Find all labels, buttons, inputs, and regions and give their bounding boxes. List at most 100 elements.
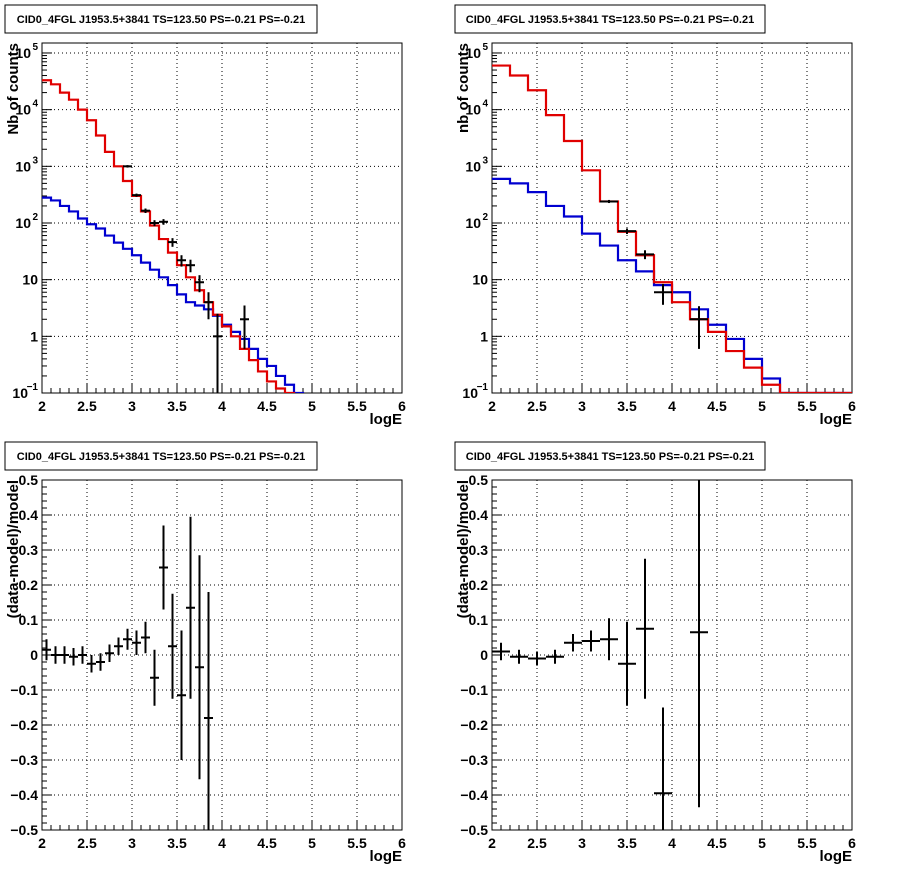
- y-tick-label: −0.3: [460, 752, 488, 768]
- y-tick-label: 0: [480, 647, 488, 663]
- data-point: [636, 558, 654, 699]
- data-point: [105, 644, 114, 662]
- chart-panel-1: CID0_4FGL J1953.5+3841 TS=123.50 PS=-0.2…: [4, 4, 406, 428]
- chart-title: CID0_4FGL J1953.5+3841 TS=123.50 PS=-0.2…: [17, 14, 305, 26]
- data-point: [87, 655, 96, 673]
- data-point: [195, 275, 204, 293]
- y-tick-label: −0.4: [460, 787, 488, 803]
- x-tick-label: 6: [398, 835, 406, 851]
- y-tick-label: 0: [30, 647, 38, 663]
- y-tick-label: −0.1: [460, 682, 488, 698]
- y-tick-label: 0.2: [19, 577, 39, 593]
- y-tick-label: −0.2: [10, 717, 38, 733]
- data-point: [546, 649, 564, 664]
- y-tick-label: 0.3: [469, 542, 489, 558]
- y-tick-exponent: 3: [482, 155, 488, 166]
- data-point: [141, 621, 150, 654]
- y-tick-exponent: 2: [482, 212, 488, 223]
- data-point: [204, 292, 213, 320]
- x-tick-label: 4: [218, 398, 226, 414]
- data-point: [582, 630, 600, 652]
- data-point: [636, 250, 654, 260]
- y-tick-label: 10: [22, 272, 38, 288]
- x-axis-label: logE: [820, 848, 853, 865]
- x-tick-label: 3.5: [167, 835, 187, 851]
- data-point: [123, 165, 132, 168]
- x-tick-label: 5.5: [797, 398, 817, 414]
- y-axis-label: (data-model)/model: [5, 480, 22, 618]
- data-point: [159, 219, 168, 225]
- y-tick-label: 10: [465, 215, 481, 231]
- plot-area: [492, 64, 852, 393]
- y-tick-exponent: 5: [32, 42, 38, 53]
- y-tick-exponent: 2: [32, 212, 38, 223]
- data-point: [600, 618, 618, 661]
- data-point: [51, 646, 60, 664]
- x-tick-label: 5.5: [347, 398, 367, 414]
- y-tick-label: 0.5: [19, 472, 39, 488]
- background-histogram: [42, 196, 305, 393]
- chart-title-box: [454, 441, 766, 471]
- chart-title-box: [4, 4, 318, 34]
- data-point: [96, 653, 105, 671]
- x-tick-label: 6: [398, 398, 406, 414]
- data-point: [168, 238, 177, 247]
- y-tick-label: 10: [465, 158, 481, 174]
- y-tick-exponent: 4: [32, 99, 38, 110]
- y-tick-label: 10: [15, 215, 31, 231]
- x-tick-label: 2.5: [77, 835, 97, 851]
- y-axis-label: (data-model)/model: [455, 480, 472, 618]
- x-tick-label: 5: [758, 398, 766, 414]
- y-tick-label: 0.3: [19, 542, 39, 558]
- x-tick-label: 6: [848, 398, 856, 414]
- data-point: [123, 628, 132, 650]
- y-tick-label: −0.5: [460, 822, 488, 838]
- x-axis-label: logE: [370, 411, 403, 428]
- x-tick-label: 3: [128, 835, 136, 851]
- y-tick-label: 10: [15, 45, 31, 61]
- y-tick-label: 0.2: [469, 577, 489, 593]
- data-point: [186, 516, 195, 699]
- data-point: [195, 555, 204, 780]
- chart-panel-3: CID0_4FGL J1953.5+3841 TS=123.50 PS=-0.2…: [4, 441, 406, 865]
- data-point: [618, 228, 636, 234]
- y-tick-label: 10: [465, 102, 481, 118]
- data-point: [159, 525, 168, 610]
- x-tick-label: 4.5: [257, 835, 277, 851]
- y-tick-label: −0.3: [10, 752, 38, 768]
- x-tick-label: 2: [38, 398, 46, 414]
- x-tick-label: 6: [848, 835, 856, 851]
- y-tick-label: 10: [465, 45, 481, 61]
- data-point: [141, 208, 150, 214]
- y-axis-label: Nb of counts: [5, 43, 22, 135]
- x-tick-label: 2.5: [77, 398, 97, 414]
- x-axis-label: logE: [820, 411, 853, 428]
- data-point: [654, 283, 672, 305]
- chart-panel-4: CID0_4FGL J1953.5+3841 TS=123.50 PS=-0.2…: [454, 441, 856, 865]
- y-tick-label: −0.5: [10, 822, 38, 838]
- x-tick-label: 3: [128, 398, 136, 414]
- x-tick-label: 4.5: [257, 398, 277, 414]
- data-point: [690, 480, 708, 808]
- x-tick-label: 3.5: [617, 835, 637, 851]
- data-point: [150, 649, 159, 706]
- x-tick-label: 3.5: [617, 398, 637, 414]
- data-point: [240, 305, 249, 349]
- x-axis-label: logE: [370, 848, 403, 865]
- data-point: [177, 630, 186, 760]
- y-tick-label: 10: [12, 385, 28, 401]
- data-point: [213, 313, 222, 393]
- x-tick-label: 4: [668, 398, 676, 414]
- model-histogram: [492, 64, 852, 393]
- y-tick-label: −0.1: [10, 682, 38, 698]
- data-point: [564, 634, 582, 652]
- chart-title: CID0_4FGL J1953.5+3841 TS=123.50 PS=-0.2…: [466, 14, 754, 26]
- y-tick-label: 0.5: [469, 472, 489, 488]
- y-tick-label: 10: [15, 102, 31, 118]
- y-tick-label: 10: [15, 158, 31, 174]
- data-point: [600, 199, 618, 204]
- x-tick-label: 2.5: [527, 835, 547, 851]
- data-point: [186, 259, 195, 273]
- data-point: [492, 642, 510, 661]
